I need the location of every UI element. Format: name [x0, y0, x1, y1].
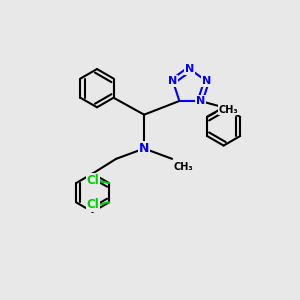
Text: N: N [139, 142, 149, 155]
Text: CH₃: CH₃ [219, 104, 238, 115]
Text: CH₃: CH₃ [174, 162, 193, 172]
Text: N: N [196, 96, 205, 106]
Text: Cl: Cl [87, 198, 99, 211]
Text: Cl: Cl [87, 174, 99, 187]
Text: N: N [185, 64, 194, 74]
Text: N: N [168, 76, 178, 86]
Text: N: N [202, 76, 211, 86]
